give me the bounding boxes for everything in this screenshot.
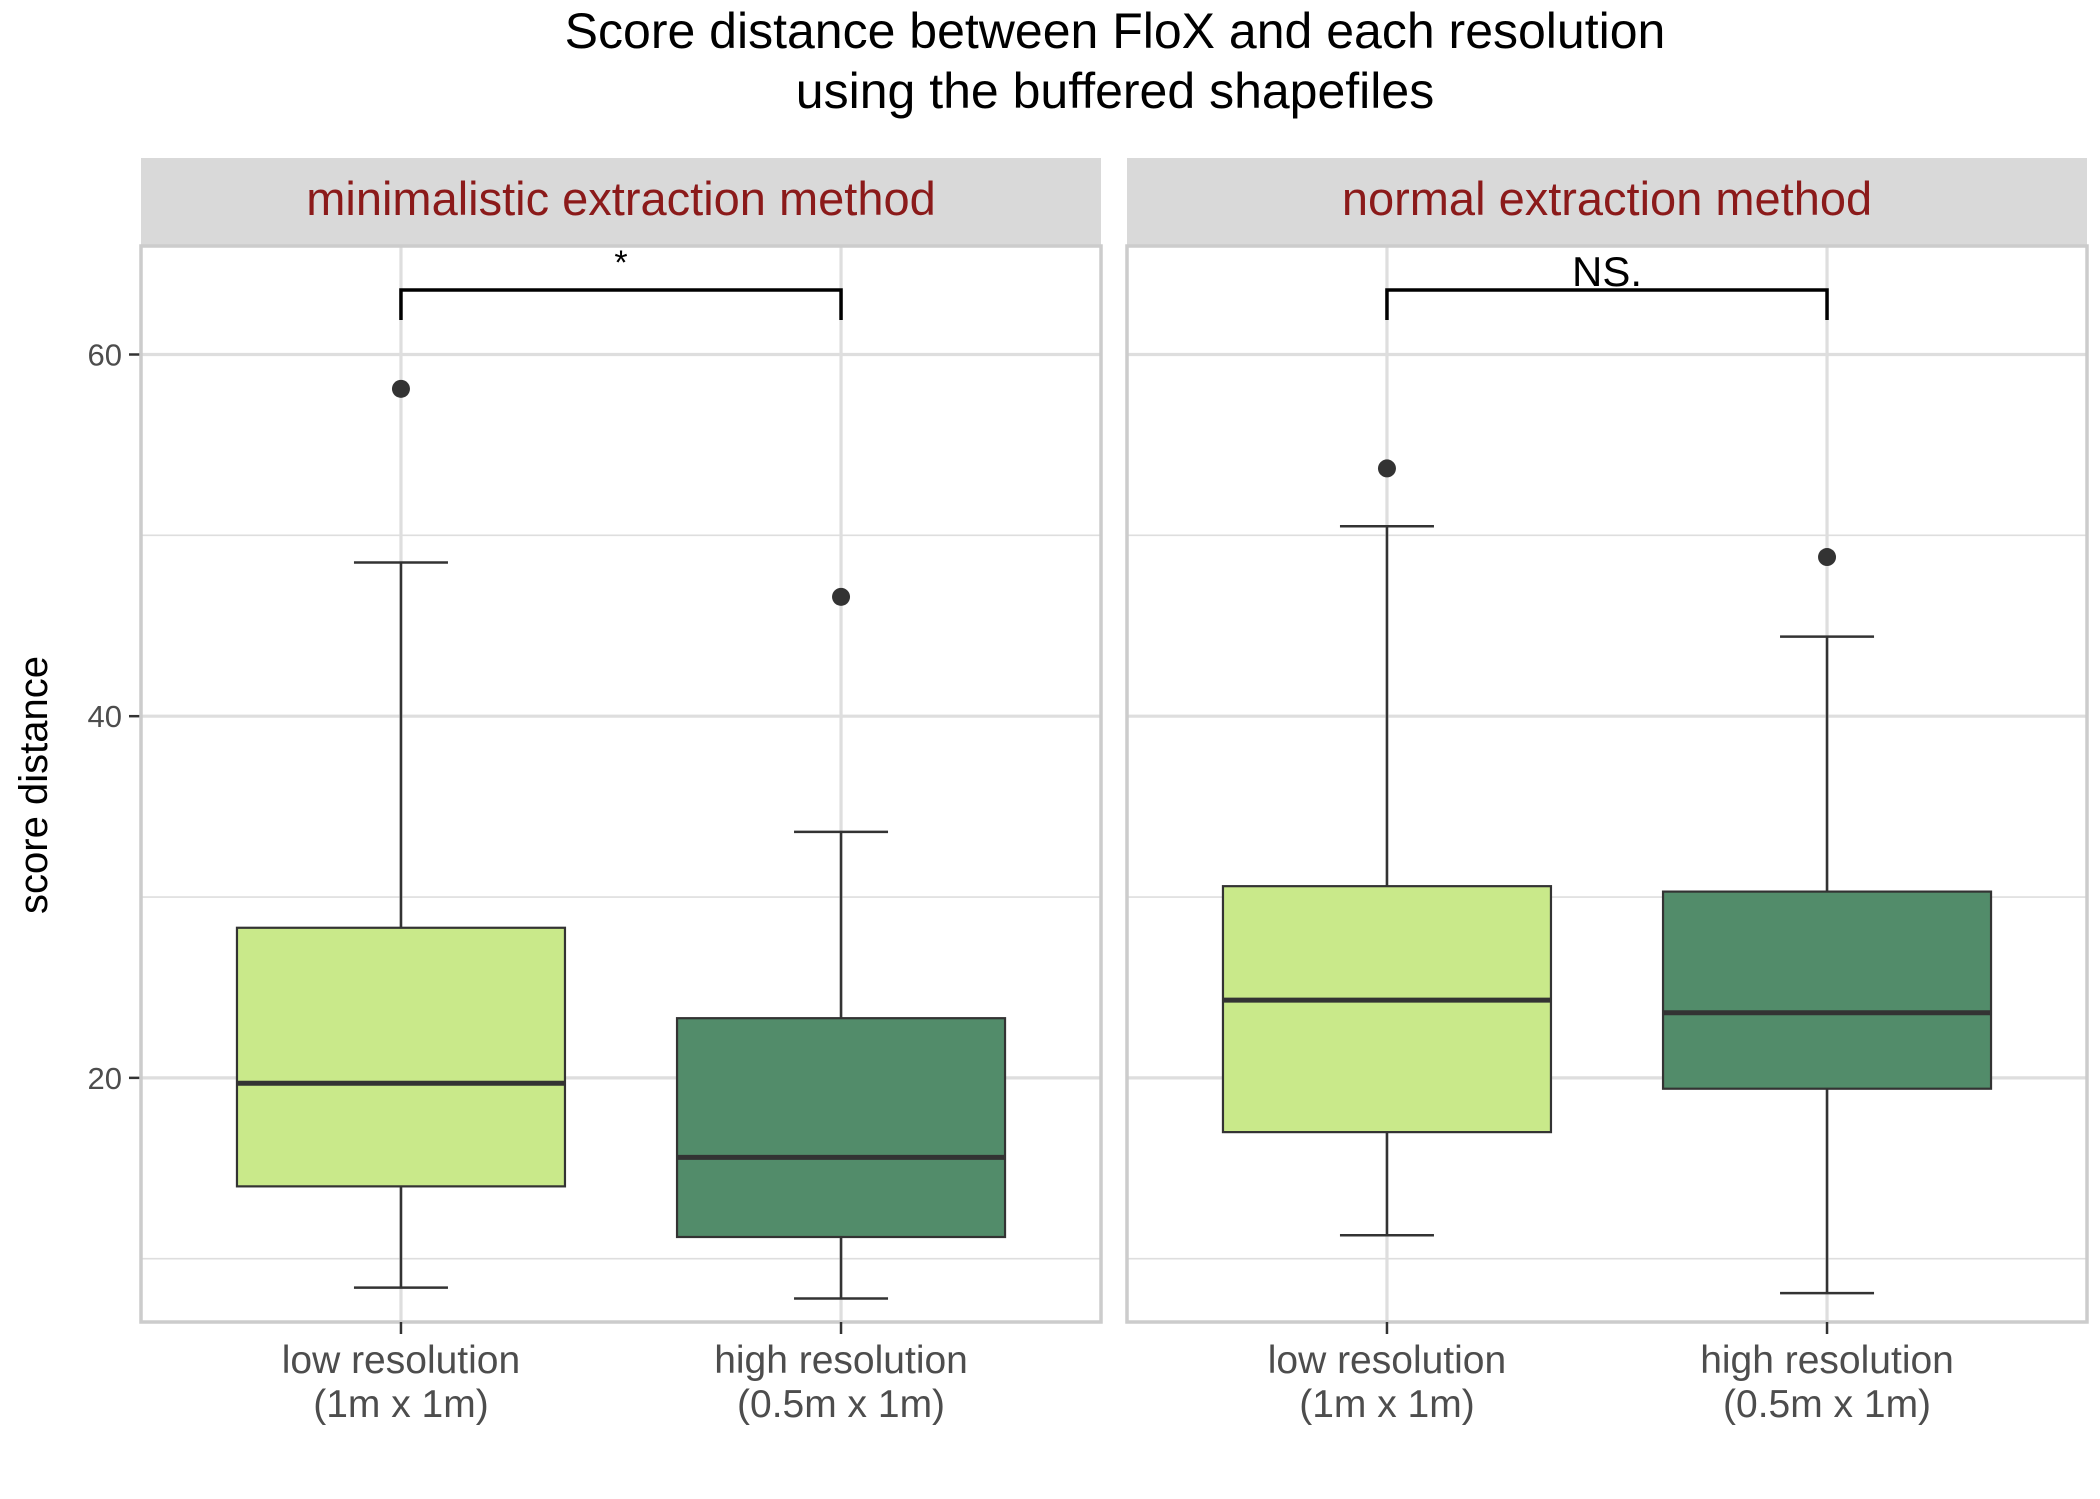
y-tick-label: 40 <box>88 699 122 734</box>
outlier-point <box>391 379 410 398</box>
plot-area: 20 40 60 minimalistic extraction method * low… <box>88 158 2089 1426</box>
iqr-box <box>675 1017 1007 1239</box>
x-tick-label: (1m x 1m) <box>313 1383 489 1426</box>
iqr-box <box>235 926 567 1188</box>
facet-strip-label: normal extraction method <box>1342 172 1872 225</box>
x-tick-label: (0.5m x 1m) <box>1723 1383 1931 1426</box>
outlier-point <box>1377 459 1396 478</box>
chart-title-line-2: using the buffered shapefiles <box>796 63 1434 119</box>
significance-label: NS. <box>1572 248 1642 295</box>
x-tick-label: (1m x 1m) <box>1299 1383 1475 1426</box>
x-tick-label: high resolution <box>1700 1339 1954 1382</box>
y-tick-label: 60 <box>88 338 122 373</box>
box-low-resolution <box>1221 459 1553 1237</box>
significance-bracket <box>399 288 843 320</box>
box-high-resolution <box>1661 548 1993 1295</box>
facet-strip <box>141 158 1101 246</box>
y-tick-label: 20 <box>88 1061 122 1096</box>
x-tick-label: low resolution <box>1268 1339 1506 1382</box>
facet-strip-label: minimalistic extraction method <box>306 172 936 225</box>
outlier-point <box>832 587 851 606</box>
box-high-resolution <box>675 587 1007 1300</box>
panel-border <box>139 244 1103 1324</box>
significance-bracket <box>1385 288 1829 320</box>
panel-1: minimalistic extraction method * low resol… <box>139 158 1103 1426</box>
x-tick-label: (0.5m x 1m) <box>737 1383 945 1426</box>
panel-background <box>1127 246 2087 1322</box>
x-tick-label: high resolution <box>714 1339 968 1382</box>
x-tick-label: low resolution <box>282 1339 520 1382</box>
facet-strip <box>1127 158 2087 246</box>
significance-label: * <box>614 244 627 282</box>
y-axis-title: score distance <box>12 656 56 914</box>
chart-title-line-1: Score distance between FloX and each res… <box>565 3 1666 59</box>
box-low-resolution <box>235 379 567 1289</box>
iqr-box <box>1221 885 1553 1134</box>
iqr-box <box>1661 890 1993 1090</box>
panel-border <box>1125 244 2089 1324</box>
panel-2: normal extraction method NS. low resolutio… <box>1125 158 2089 1426</box>
outlier-point <box>1818 548 1837 567</box>
